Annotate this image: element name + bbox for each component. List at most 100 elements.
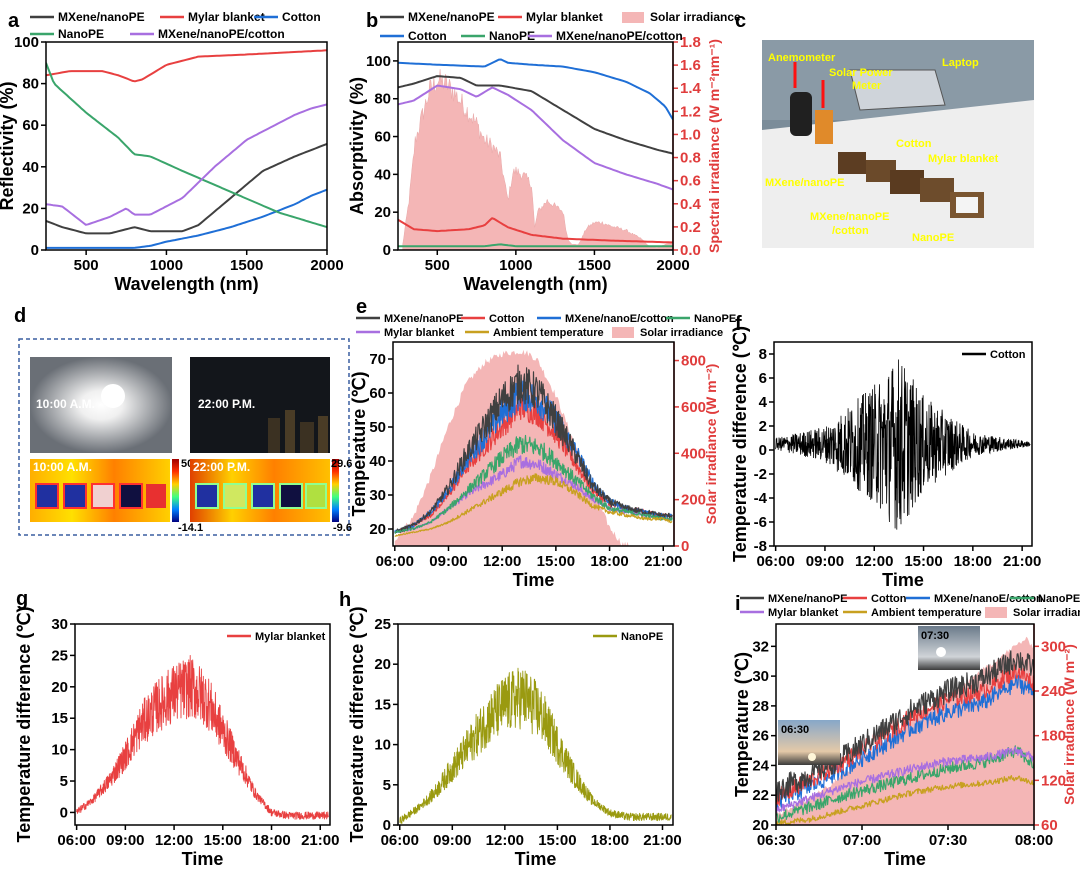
photo-d-frame	[18, 338, 350, 536]
g-legend-mylar-blanket-label: Mylar blanket	[255, 631, 326, 643]
b-legend-mxene-nanope-label: MXene/nanoPE	[408, 10, 495, 24]
panel-label-a: a	[8, 10, 20, 32]
photo-d-day-sample-2	[63, 483, 87, 509]
y-tick-label-32: 32	[752, 638, 769, 655]
plot-frame	[775, 623, 1035, 826]
y-tick-label-40: 40	[22, 159, 39, 176]
x-axis-title: Wavelength (nm)	[463, 274, 607, 294]
x-tick-label-12-00: 12:00	[155, 832, 193, 849]
photo-d-day-sample-5	[146, 484, 166, 508]
y2-tick-label-1-2: 1.2	[680, 103, 701, 120]
x-tick-label-18-00: 18:00	[954, 553, 992, 570]
plot-frame	[773, 341, 1033, 547]
b-legend-nanope-label: NanoPE	[489, 29, 535, 43]
photo-c-label-cotton: Cotton	[896, 138, 932, 150]
panel-label-i: i	[735, 593, 741, 615]
x-tick-label-07-30: 07:30	[929, 832, 967, 849]
y2-tick-label-0-4: 0.4	[680, 196, 702, 213]
chart-e-temperature: 06:00 09:00 12:00 15:00 18:00 21:00 20 30 40 50 60…	[349, 313, 736, 590]
photo-d-building-1	[268, 418, 280, 453]
x-tick-label-500: 500	[74, 257, 99, 274]
y-tick-label-5: 5	[383, 777, 391, 794]
y-tick-label-30: 30	[369, 487, 386, 504]
series-g-mylar-blanket	[76, 655, 329, 820]
y2-axis-title: Solar irradiance (W m⁻²)	[1061, 644, 1077, 805]
y-tick-label-8: 8	[759, 346, 767, 363]
x-tick-label-08-00: 08:00	[1015, 832, 1053, 849]
y2-tick-label-0-2: 0.2	[680, 219, 701, 236]
x-tick-label-1500: 1500	[230, 257, 263, 274]
series-a-mxene-nanope	[46, 142, 327, 235]
x-tick-label-18-00: 18:00	[591, 832, 629, 849]
y-tick-label-0: 0	[383, 817, 391, 834]
x-tick-label-06-00: 06:00	[381, 832, 419, 849]
photo-c-label-mxene-nanope: MXene/nanoPE	[765, 177, 844, 189]
i-legend-solar-irradiance-swatch	[985, 607, 1007, 618]
y2-tick-label-0-0: 0.0	[680, 242, 701, 259]
photo-d-day-sample-4	[119, 483, 143, 509]
series-i-ambient-temperature	[776, 775, 1034, 825]
panel-label-f: f	[735, 313, 742, 335]
photo-d-night-sample-4	[279, 483, 303, 509]
y-tick-label-100: 100	[14, 34, 39, 51]
chart-a-reflectivity: 500 1000 1500 2000 0 20 40 60 80 100 Wavelength (n…	[0, 10, 344, 294]
y-tick-label-6: 6	[759, 370, 767, 387]
photo-c-label-solar-power-2: Meter	[852, 80, 882, 92]
y2-tick-label-200: 200	[681, 492, 706, 509]
y-tick-label-40: 40	[369, 453, 386, 470]
x-tick-label-18-00: 18:00	[590, 553, 628, 570]
x-tick-label-21-00: 21:00	[644, 553, 682, 570]
photo-d-day-sky	[30, 357, 172, 453]
x-tick-label-18-00: 18:00	[252, 832, 290, 849]
x-tick-label-15-00: 15:00	[204, 832, 242, 849]
y-tick-label-0: 0	[31, 242, 39, 259]
i-legend-mylar-blanket-label: Mylar blanket	[768, 607, 839, 619]
photo-d-night-ir-label: 22:00 P.M.	[193, 460, 250, 474]
x-tick-label-1500: 1500	[578, 257, 611, 274]
y-tick-label-80: 80	[374, 91, 391, 108]
y2-tick-label-0-8: 0.8	[680, 150, 701, 167]
series-i-mylar-blanket	[776, 746, 1034, 814]
y-tick-label-5: 5	[60, 773, 68, 790]
i-legend-mxene-nanoe-cotton-label: MXene/nanoE/cotton	[934, 593, 1043, 605]
y2-tick-label-1-6: 1.6	[680, 57, 701, 74]
photo-d-day-scale-min: -14.1	[178, 522, 203, 534]
series-a-mxene-nanope-cotton	[46, 103, 327, 226]
panel-label-c: c	[735, 10, 746, 32]
y-axis-title: Temperature difference (℃)	[14, 607, 34, 843]
y-tick-label-2: -2	[754, 466, 767, 483]
y2-tick-label-600: 600	[681, 399, 706, 416]
photo-d-panel: 10:00 A.M. 22:00 P.M. 10:00 A.M. 50.0 -1…	[18, 338, 352, 536]
y-tick-label-15: 15	[51, 710, 68, 727]
y-tick-label-15: 15	[374, 696, 391, 713]
y2-tick-label-60: 60	[1041, 817, 1058, 834]
photo-c-laptop-shape	[849, 69, 946, 111]
y-tick-label-20: 20	[374, 656, 391, 673]
b-legend-mxene-nanope-cotton-label: MXene/nanoPE/cotton	[556, 29, 683, 43]
photo-c-anemometer-device	[790, 92, 812, 136]
panel-label-e: e	[356, 296, 367, 318]
y-tick-label-60: 60	[22, 117, 39, 134]
y-tick-label-50: 50	[369, 419, 386, 436]
x-tick-label-09-00: 09:00	[429, 553, 467, 570]
y-tick-label-70: 70	[369, 351, 386, 368]
y-tick-label-10: 10	[374, 737, 391, 754]
x-axis-title: Time	[515, 849, 557, 869]
series-b-mxene-nanope-cotton	[398, 84, 673, 191]
y-tick-label-30: 30	[752, 668, 769, 685]
y-tick-label-25: 25	[374, 616, 391, 633]
y2-tick-label-300: 300	[1041, 638, 1066, 655]
plot-frame	[392, 341, 675, 547]
series-h-nanope	[399, 667, 672, 824]
series-i-nanope	[776, 745, 1034, 823]
e-legend-solar-irradiance-swatch	[612, 327, 634, 338]
i-legend-cotton-label: Cotton	[871, 593, 907, 605]
chart-i-morning-temperature: 06:30 07:00 07:30 08:00 20 22 24 26 28 30 32 Time Te…	[732, 593, 1080, 869]
x-tick-label-2000: 2000	[656, 257, 689, 274]
x-tick-label-12-00: 12:00	[483, 553, 521, 570]
photo-d-building-3	[300, 422, 314, 453]
photo-d-night-label: 22:00 P.M.	[198, 397, 255, 411]
chart-f-cotton-diff: 06:00 09:00 12:00 15:00 18:00 21:00 -8 -6 -4 -2 0 2…	[730, 326, 1041, 590]
i-legend-ambient-temperature-label: Ambient temperature	[871, 607, 982, 619]
